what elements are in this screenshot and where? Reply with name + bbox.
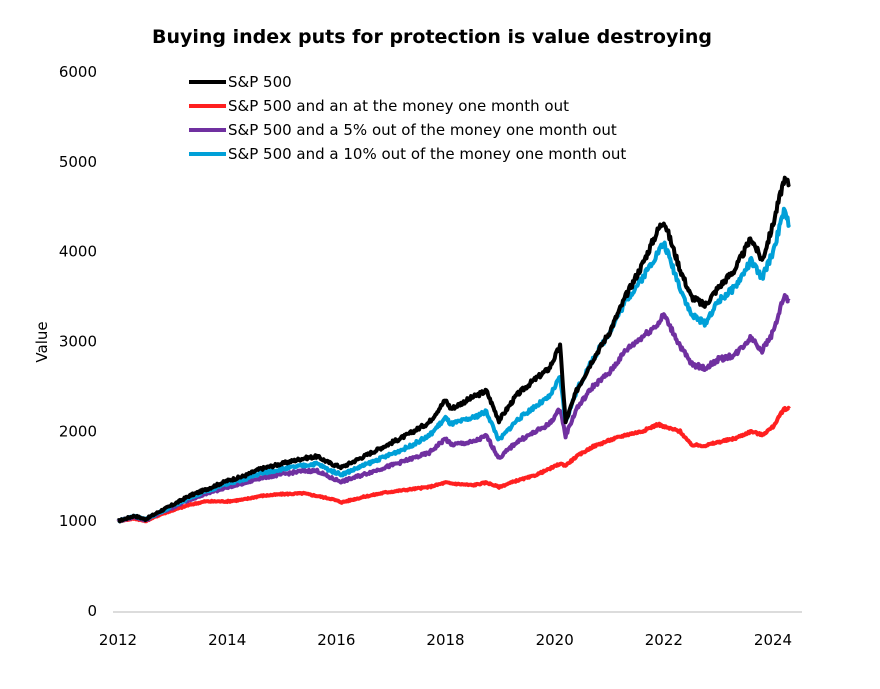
legend-label: S&P 500 and an at the money one month ou… bbox=[228, 97, 569, 115]
y-tick-label: 1000 bbox=[59, 512, 97, 530]
series-lines bbox=[116, 175, 792, 524]
y-tick-label: 2000 bbox=[59, 422, 97, 440]
x-tick-label: 2016 bbox=[317, 631, 355, 649]
chart-title: Buying index puts for protection is valu… bbox=[152, 26, 712, 48]
y-axis-label: Value bbox=[33, 321, 51, 362]
series-line-0 bbox=[116, 175, 791, 524]
legend-label: S&P 500 and a 10% out of the money one m… bbox=[228, 145, 626, 163]
y-axis-ticks: 0 1000 2000 3000 4000 5000 6000 bbox=[59, 63, 97, 620]
legend: S&P 500 S&P 500 and an at the money one m… bbox=[189, 73, 626, 163]
y-tick-label: 6000 bbox=[59, 63, 97, 81]
y-tick-label: 3000 bbox=[59, 333, 97, 351]
series-line-3 bbox=[116, 206, 792, 524]
y-tick-label: 4000 bbox=[59, 243, 97, 261]
x-tick-label: 2012 bbox=[99, 631, 137, 649]
legend-label: S&P 500 bbox=[228, 73, 292, 91]
y-tick-label: 0 bbox=[87, 602, 97, 620]
series-line-1 bbox=[116, 405, 791, 524]
x-tick-label: 2014 bbox=[208, 631, 246, 649]
legend-label: S&P 500 and a 5% out of the money one mo… bbox=[228, 121, 617, 139]
x-tick-label: 2024 bbox=[754, 631, 792, 649]
x-tick-label: 2020 bbox=[536, 631, 574, 649]
series-line-2 bbox=[116, 293, 791, 523]
x-tick-label: 2018 bbox=[426, 631, 464, 649]
x-axis-ticks: 2012 2014 2016 2018 2020 2022 2024 bbox=[99, 631, 792, 649]
x-tick-label: 2022 bbox=[645, 631, 683, 649]
y-tick-label: 5000 bbox=[59, 153, 97, 171]
